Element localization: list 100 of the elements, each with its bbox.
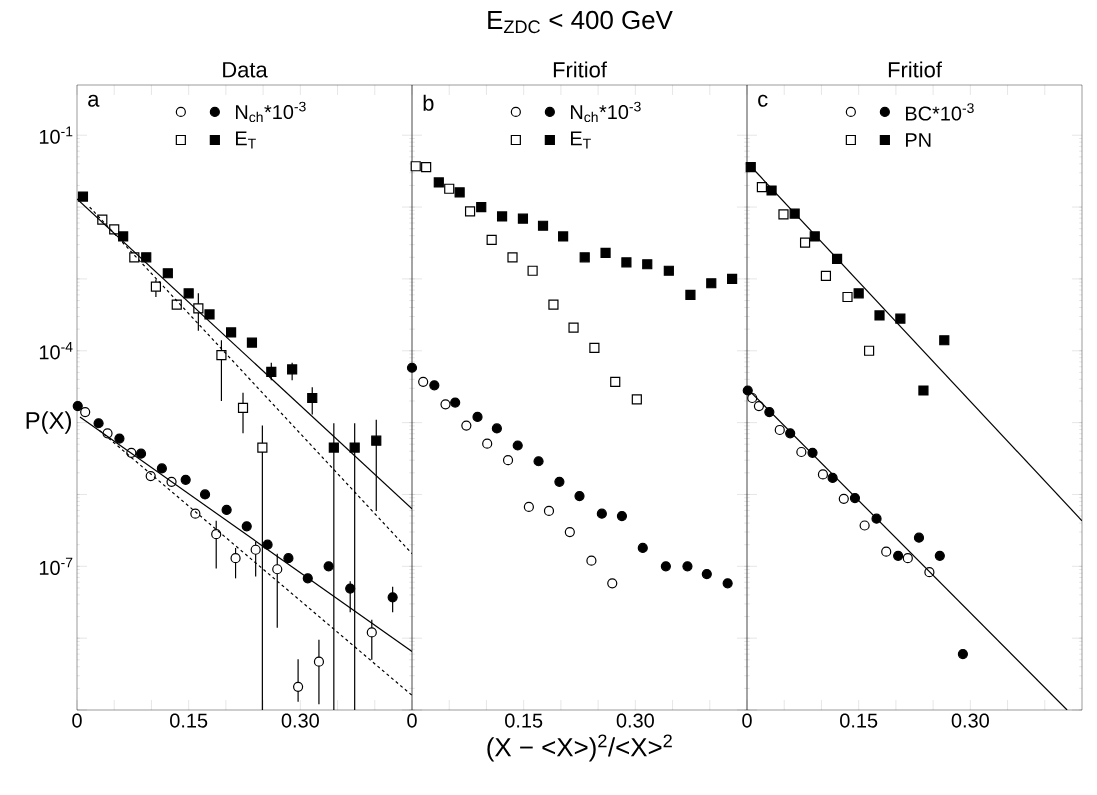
annotation: b (423, 94, 434, 111)
point (366, 627, 377, 638)
point (183, 288, 194, 299)
point (246, 337, 258, 348)
point (72, 400, 83, 412)
point (307, 392, 318, 404)
point (799, 237, 811, 248)
point (180, 474, 191, 485)
point (774, 424, 785, 436)
x-tick-label: 0.15 (840, 713, 878, 728)
chart-title: E$_{ZDC}$ < 400 GeV (488, 10, 673, 34)
point (706, 278, 717, 289)
point (221, 504, 232, 515)
point (796, 446, 807, 458)
legend-label: PN (906, 133, 931, 147)
point (660, 561, 671, 572)
point (171, 299, 182, 310)
point (216, 350, 227, 361)
point (685, 289, 696, 300)
point (293, 681, 304, 692)
legend-label: E$_{T}$ (571, 131, 591, 149)
point (913, 532, 925, 543)
point (204, 309, 215, 320)
point (957, 649, 968, 660)
point (895, 313, 906, 324)
legend-label: E$_{T}$ (236, 131, 256, 149)
point (476, 201, 487, 213)
legend-label: N$_{ch}$*10$^{-3}$ (571, 101, 641, 123)
point (871, 513, 882, 524)
point (809, 231, 820, 242)
point (621, 257, 632, 268)
point (262, 539, 273, 550)
point (241, 521, 252, 532)
point (349, 442, 360, 453)
point (237, 402, 249, 414)
point (607, 578, 618, 589)
point (114, 433, 125, 444)
point (118, 231, 129, 242)
y-tick-label: 10$^{-7}$ (39, 557, 73, 575)
point (444, 183, 455, 194)
point (543, 505, 555, 517)
chart-title: Fritiof (888, 61, 942, 78)
point (230, 553, 241, 564)
point (589, 342, 600, 353)
point (939, 335, 950, 346)
point (778, 209, 789, 220)
point (838, 493, 849, 504)
point (766, 185, 777, 196)
x-tick-label: 0.30 (281, 713, 319, 728)
point (145, 471, 156, 482)
point (199, 489, 211, 500)
x-axis-title: (X − <X>)$^{2}$/<X>$^{2}$ (487, 734, 672, 762)
point (881, 546, 892, 557)
point (313, 656, 325, 667)
point (190, 508, 201, 519)
legend-label: N$_{ch}$*10$^{-3}$ (236, 101, 306, 123)
point (864, 345, 875, 356)
point (753, 400, 765, 412)
point (226, 327, 237, 338)
point (512, 440, 523, 451)
point (491, 423, 502, 434)
point (853, 288, 864, 299)
point (558, 231, 569, 242)
point (523, 501, 534, 513)
x-tick-label: 0 (407, 713, 417, 728)
point (663, 265, 674, 276)
point (517, 213, 529, 224)
point (918, 385, 929, 396)
point (454, 187, 465, 198)
point (387, 592, 398, 603)
y-tick-label: 10$^{-4}$ (39, 342, 73, 360)
point (421, 162, 432, 173)
point (461, 420, 472, 431)
x-tick-label: 0.30 (616, 713, 654, 728)
point (472, 411, 483, 423)
point (323, 561, 334, 572)
point (302, 573, 313, 584)
point (211, 529, 222, 540)
point (934, 550, 945, 561)
y-axis-title: P(X) (26, 411, 71, 434)
point (893, 550, 904, 561)
point (429, 380, 440, 391)
point (642, 259, 653, 270)
point (496, 211, 508, 222)
point (722, 578, 733, 589)
point (440, 399, 451, 410)
point (162, 268, 173, 279)
point (820, 270, 832, 282)
point (283, 553, 294, 564)
x-tick-label: 0.15 (505, 713, 543, 728)
point (701, 568, 712, 580)
point (610, 376, 621, 387)
point (464, 206, 476, 217)
point (266, 366, 277, 377)
point (257, 442, 268, 453)
point (874, 310, 885, 321)
point (548, 299, 559, 310)
point (527, 265, 538, 276)
point (272, 564, 283, 575)
point (156, 463, 167, 474)
